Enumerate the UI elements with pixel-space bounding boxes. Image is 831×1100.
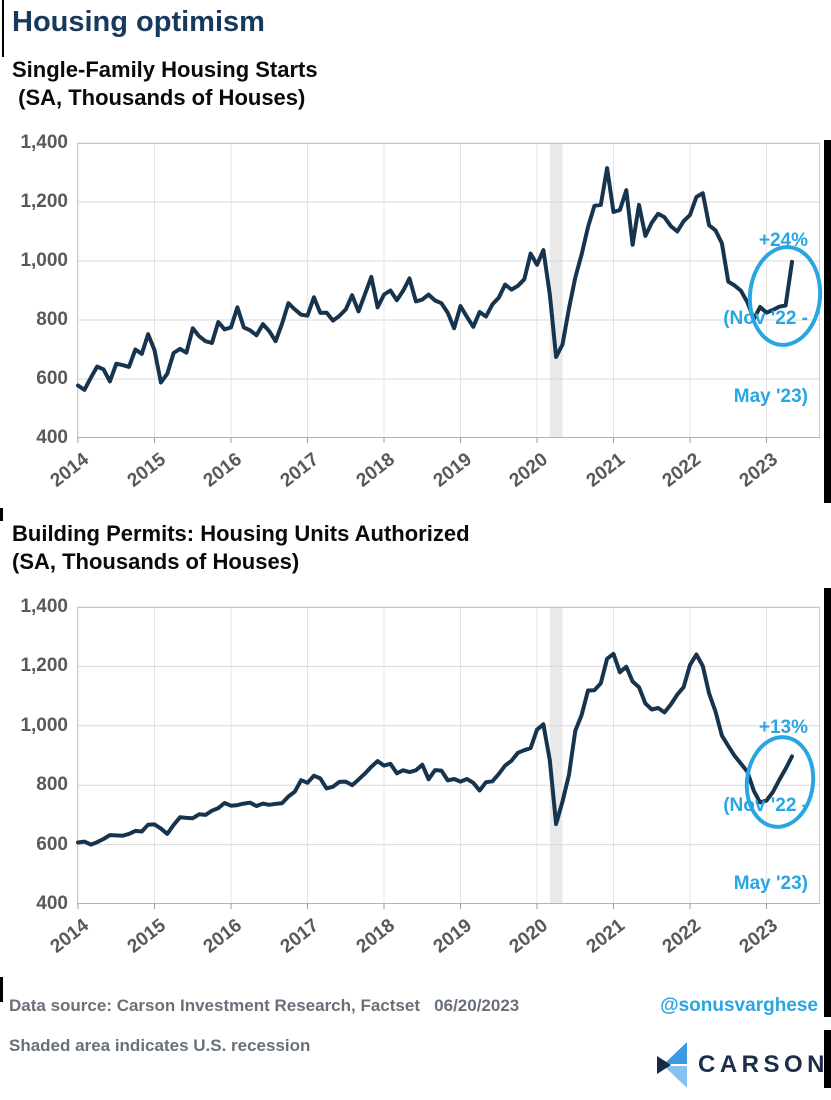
y-axis-label: 400 bbox=[36, 427, 68, 448]
x-axis-label: 2019 bbox=[429, 449, 476, 492]
x-axis-label: 2015 bbox=[123, 915, 170, 958]
recession-band bbox=[549, 143, 563, 438]
annotation-line: (Nov '22 - bbox=[723, 308, 808, 329]
page-title: Housing optimism bbox=[12, 6, 265, 38]
x-axis-label: 2016 bbox=[199, 449, 246, 492]
annotation-line: May '23) bbox=[733, 386, 808, 407]
x-axis-label: 2021 bbox=[582, 449, 629, 492]
y-axis-label: 600 bbox=[36, 833, 68, 855]
chart-title: Building Permits: Housing Units Authoriz… bbox=[12, 521, 470, 546]
annotation-line: May '23) bbox=[733, 873, 808, 894]
right-edge-mark bbox=[824, 140, 831, 503]
data-line bbox=[76, 651, 794, 847]
x-axis-label: 2019 bbox=[429, 915, 476, 958]
pct-change-annotation: +13% (Nov '22 - May '23) bbox=[723, 663, 808, 949]
annotation-line: (Nov '22 - bbox=[723, 795, 808, 816]
x-axis-label: 2022 bbox=[658, 449, 705, 492]
chart-subtitle: (SA, Thousands of Houses) bbox=[12, 549, 300, 574]
x-axis-label: 2018 bbox=[352, 915, 399, 958]
y-axis-label: 800 bbox=[36, 774, 68, 796]
x-axis-label: 2020 bbox=[505, 915, 552, 958]
x-axis-label: 2020 bbox=[505, 449, 552, 492]
x-axis-label: 2017 bbox=[276, 449, 323, 492]
data-source-text: Data source: Carson Investment Research,… bbox=[9, 996, 520, 1015]
x-axis-label: 2018 bbox=[352, 449, 399, 492]
y-axis-label: 800 bbox=[36, 309, 68, 330]
annotation-line: +13% bbox=[758, 717, 808, 738]
x-axis-label: 2017 bbox=[276, 915, 323, 958]
y-axis-label: 1,000 bbox=[20, 714, 68, 736]
twitter-handle: @sonusvarghese bbox=[660, 995, 818, 1016]
carson-wordmark: CARSON bbox=[698, 1051, 830, 1078]
x-axis-label: 2014 bbox=[46, 449, 93, 492]
pct-change-annotation: +24% (Nov '22 - May '23) bbox=[723, 176, 808, 462]
y-axis-label: 600 bbox=[36, 368, 68, 389]
left-edge-mark bbox=[0, 977, 3, 1002]
x-axis-label: 2016 bbox=[199, 915, 246, 958]
right-edge-mark bbox=[824, 588, 831, 1017]
x-axis-label: 2014 bbox=[46, 915, 93, 958]
carson-chevron-icon bbox=[657, 1042, 687, 1088]
recession-band bbox=[549, 607, 563, 904]
right-edge-mark bbox=[824, 1030, 831, 1088]
x-axis-label: 2022 bbox=[658, 915, 705, 958]
y-axis-label: 1,400 bbox=[20, 132, 68, 153]
x-axis-label: 2021 bbox=[582, 915, 629, 958]
data-line bbox=[76, 166, 794, 392]
left-edge-mark bbox=[0, 508, 3, 521]
carson-logo: CARSON bbox=[657, 1041, 827, 1091]
annotation-line: +24% bbox=[758, 230, 808, 251]
y-axis-label: 1,200 bbox=[20, 191, 68, 212]
y-axis-label: 1,200 bbox=[20, 655, 68, 677]
left-edge-mark bbox=[2, 0, 4, 57]
recession-note: Shaded area indicates U.S. recession bbox=[9, 1036, 311, 1055]
y-axis-label: 1,000 bbox=[20, 250, 68, 271]
y-axis-label: 1,400 bbox=[20, 596, 68, 617]
line-chart-plot bbox=[76, 606, 820, 909]
chart-title: Single-Family Housing Starts bbox=[12, 57, 318, 82]
x-axis-label: 2015 bbox=[123, 449, 170, 492]
line-chart-plot bbox=[76, 142, 820, 443]
y-axis-label: 400 bbox=[36, 893, 68, 914]
chart-subtitle: (SA, Thousands of Houses) bbox=[12, 85, 306, 110]
